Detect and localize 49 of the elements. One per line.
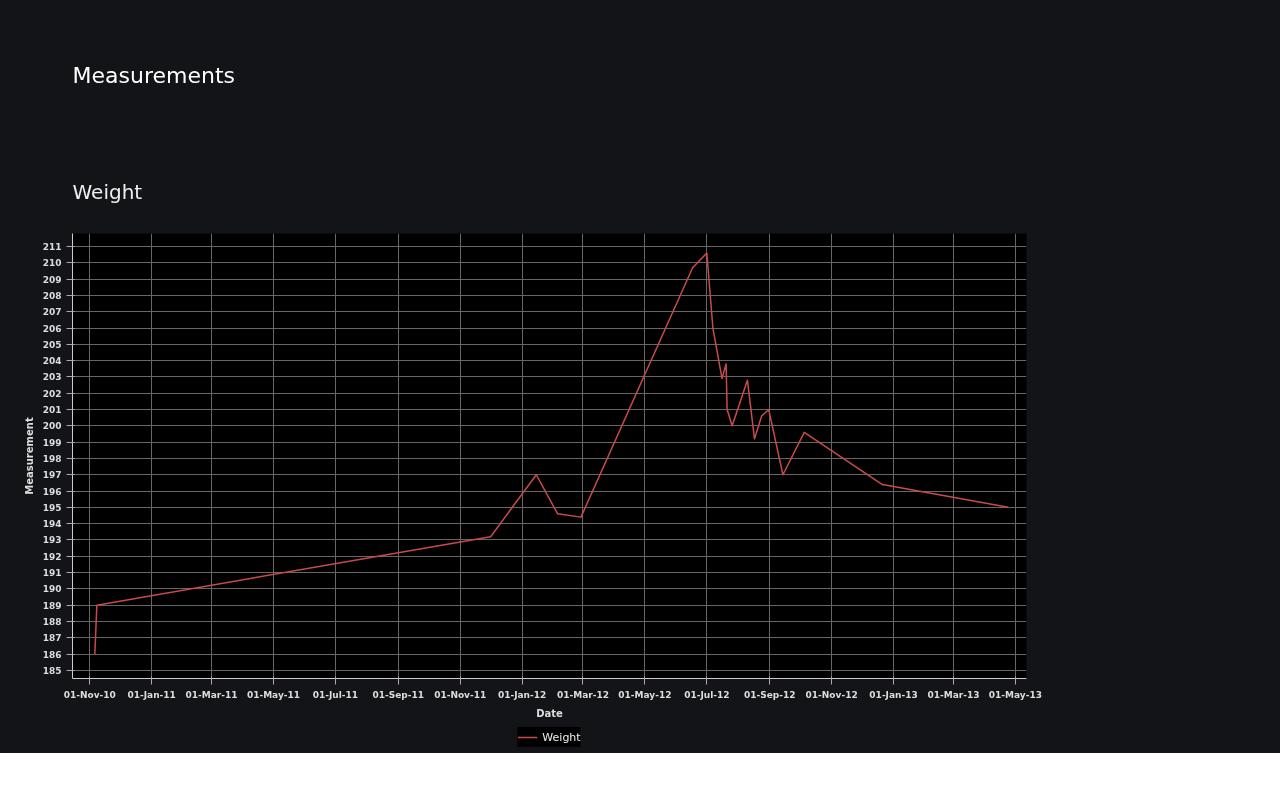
x-tick-label: 01-Nov-10 <box>63 689 116 700</box>
y-tick-label: 192 <box>42 551 62 562</box>
y-tick-label: 186 <box>42 649 62 660</box>
x-tick-label: 01-Mar-11 <box>185 689 238 700</box>
line-series <box>94 252 1009 655</box>
y-tick-label: 193 <box>42 535 62 546</box>
x-axis-title: Date <box>536 707 564 719</box>
legend-label: Weight <box>542 730 581 744</box>
y-tick-label: 208 <box>42 290 62 301</box>
y-tick-label: 202 <box>42 388 62 399</box>
x-tick-label: 01-Nov-11 <box>434 689 487 700</box>
y-tick-label: 185 <box>42 665 62 676</box>
y-tick-label: 211 <box>42 242 62 253</box>
y-tick-label: 198 <box>42 453 62 464</box>
x-tick-label: 01-Jul-12 <box>684 689 730 700</box>
x-tick-label: 01-Sep-11 <box>372 689 425 700</box>
y-tick-label: 199 <box>42 437 62 448</box>
chart-subtitle: Weight <box>72 179 143 204</box>
y-tick-label: 207 <box>42 307 62 318</box>
y-tick-label: 200 <box>42 421 62 432</box>
y-tick-label: 196 <box>42 486 62 497</box>
y-tick-label: 205 <box>42 339 62 350</box>
x-tick-label: 01-May-13 <box>988 689 1042 700</box>
y-tick-label: 188 <box>42 616 62 627</box>
y-tick-label: 190 <box>42 584 62 595</box>
x-tick-label: 01-May-11 <box>246 689 301 700</box>
x-tick-label: 01-Sep-12 <box>743 689 796 700</box>
y-tick-label: 210 <box>42 258 62 269</box>
x-tick-label: 01-Nov-12 <box>805 689 858 700</box>
x-tick-label: 01-Jan-13 <box>869 689 918 700</box>
y-tick-label: 191 <box>42 568 62 579</box>
y-tick-label: 204 <box>42 356 62 367</box>
x-tick-label: 01-Mar-13 <box>927 689 980 700</box>
y-tick-label: 206 <box>42 323 62 334</box>
chart-title: Measurements <box>72 62 235 88</box>
x-tick-label: 01-Jul-11 <box>312 689 359 700</box>
x-tick-label: 01-Mar-12 <box>557 689 609 700</box>
x-tick-label: 01-Jan-12 <box>497 689 547 700</box>
y-axis-title: Measurement <box>23 417 35 495</box>
y-tick-label: 187 <box>42 633 62 644</box>
y-tick-label: 197 <box>42 470 62 481</box>
y-tick-label: 189 <box>42 600 62 611</box>
y-tick-label: 194 <box>42 519 62 530</box>
x-tick-label: 01-May-12 <box>618 689 672 700</box>
y-tick-label: 203 <box>42 372 62 383</box>
y-tick-label: 209 <box>42 274 62 285</box>
y-tick-label: 201 <box>42 405 62 416</box>
y-tick-label: 195 <box>42 502 62 513</box>
x-tick-label: 01-Jan-11 <box>127 689 176 700</box>
